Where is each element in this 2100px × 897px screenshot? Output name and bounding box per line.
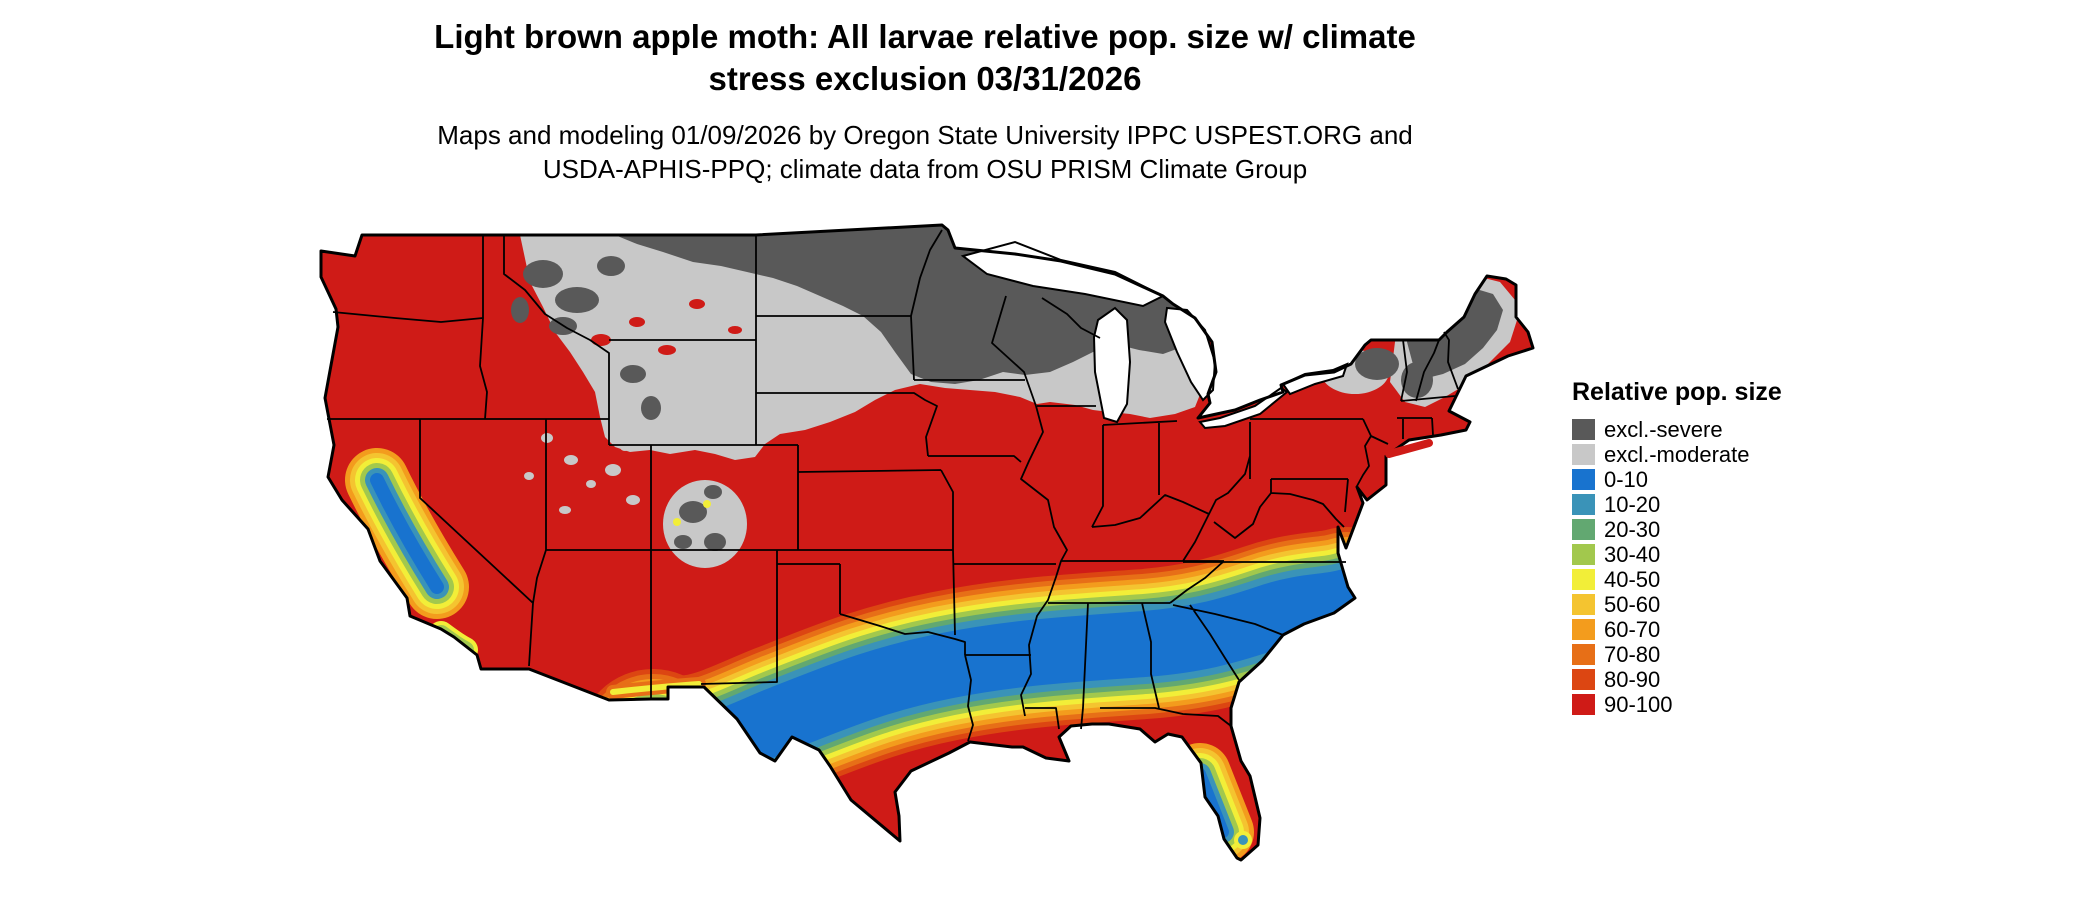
legend-item: 0-10 xyxy=(1572,467,1782,492)
legend-label: 80-90 xyxy=(1604,667,1661,692)
legend-label: 40-50 xyxy=(1604,567,1661,592)
page-title: Light brown apple moth: All larvae relat… xyxy=(0,16,1850,100)
legend-swatch xyxy=(1572,594,1595,615)
legend-label: 70-80 xyxy=(1604,642,1661,667)
subtitle-line-1: Maps and modeling 01/09/2026 by Oregon S… xyxy=(437,120,1413,150)
population-fill-layers xyxy=(321,225,1533,860)
us-border-outline xyxy=(319,223,1535,862)
legend-swatch xyxy=(1572,494,1595,515)
legend-swatch xyxy=(1572,694,1595,715)
legend-label: 0-10 xyxy=(1604,467,1649,492)
lake-michigan xyxy=(1092,306,1132,424)
map-header: Light brown apple moth: All larvae relat… xyxy=(0,16,1850,186)
legend-swatch xyxy=(1572,444,1595,465)
legend-swatch xyxy=(1572,569,1595,590)
legend-label: excl.-moderate xyxy=(1604,442,1750,467)
legend-item: 40-50 xyxy=(1572,567,1782,592)
legend-label: 30-40 xyxy=(1604,542,1661,567)
legend-item: 10-20 xyxy=(1572,492,1782,517)
long-island xyxy=(1385,439,1433,458)
legend-label: excl.-severe xyxy=(1604,417,1723,442)
legend-item: 70-80 xyxy=(1572,642,1782,667)
legend-item: 60-70 xyxy=(1572,617,1782,642)
legend-swatch xyxy=(1572,669,1595,690)
legend-item: 20-30 xyxy=(1572,517,1782,542)
legend-label: 20-30 xyxy=(1604,517,1661,542)
title-line-1: Light brown apple moth: All larvae relat… xyxy=(434,18,1416,55)
legend-swatch xyxy=(1572,644,1595,665)
legend-item: 50-60 xyxy=(1572,592,1782,617)
page-subtitle: Maps and modeling 01/09/2026 by Oregon S… xyxy=(0,118,1850,186)
us-map-container xyxy=(315,222,1535,892)
legend-swatch xyxy=(1572,519,1595,540)
map-legend: Relative pop. size excl.-severe excl.-mo… xyxy=(1572,378,1782,717)
legend-swatch xyxy=(1572,419,1595,440)
title-line-2: stress exclusion 03/31/2026 xyxy=(708,60,1142,97)
legend-swatch xyxy=(1572,469,1595,490)
lake-superior xyxy=(960,240,1166,308)
legend-label: 10-20 xyxy=(1604,492,1661,517)
legend-item: 80-90 xyxy=(1572,667,1782,692)
legend-title: Relative pop. size xyxy=(1572,378,1782,406)
lake-erie xyxy=(1198,386,1289,430)
us-map xyxy=(319,223,1535,862)
legend-swatch xyxy=(1572,619,1595,640)
legend-label: 60-70 xyxy=(1604,617,1661,642)
state-boundaries xyxy=(327,229,1459,742)
subtitle-line-2: USDA-APHIS-PPQ; climate data from OSU PR… xyxy=(542,154,1308,184)
legend-item: 30-40 xyxy=(1572,542,1782,567)
legend-item: 90-100 xyxy=(1572,692,1782,717)
legend-label: 90-100 xyxy=(1604,692,1673,717)
legend-item: excl.-moderate xyxy=(1572,442,1782,467)
legend-item: excl.-severe xyxy=(1572,417,1782,442)
legend-swatch xyxy=(1572,544,1595,565)
legend-label: 50-60 xyxy=(1604,592,1661,617)
